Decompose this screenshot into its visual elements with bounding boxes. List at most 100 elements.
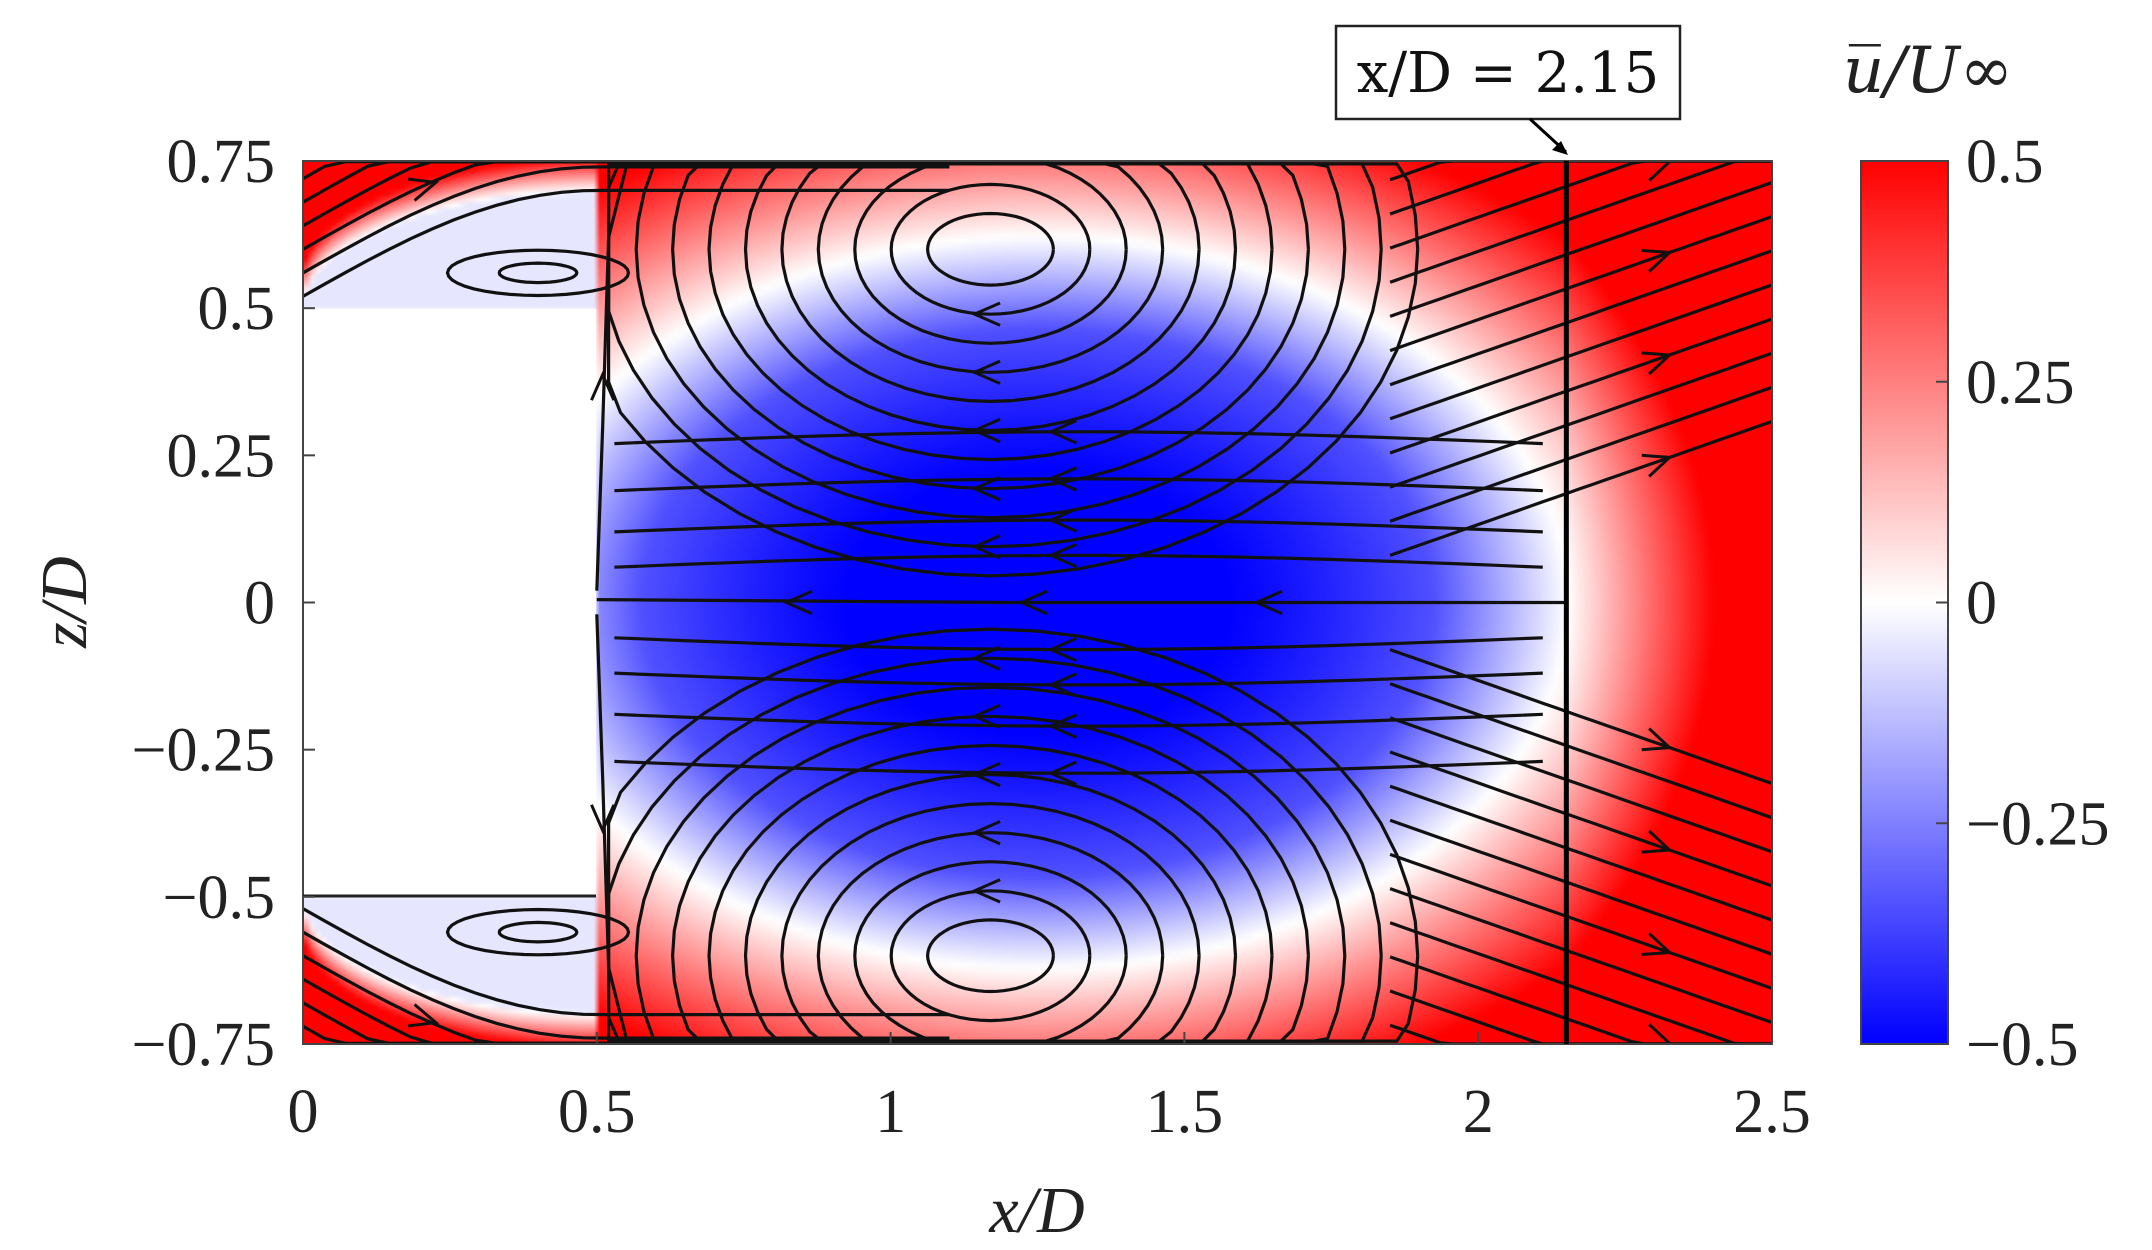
- colorbar-tick-label: 0.5: [1966, 128, 2044, 196]
- y-axis-label: z/D: [28, 556, 101, 649]
- y-tick-label: 0.25: [167, 422, 276, 490]
- y-tick-label: −0.5: [163, 864, 275, 932]
- streamline-arrow: [970, 534, 1001, 560]
- streamline-arrow: [1641, 727, 1674, 752]
- streamline: [595, 166, 628, 591]
- streamline: [595, 614, 628, 1039]
- streamlines: [303, 161, 1772, 1044]
- streamline-arrows: [407, 161, 1674, 1044]
- streamline-arrow: [1047, 672, 1078, 698]
- streamline: [853, 162, 1128, 345]
- y-tick-label: −0.75: [132, 1011, 275, 1079]
- y-ticks: 0.75 0.5 0.25 0 −0.25 −0.5 −0.75: [132, 128, 315, 1079]
- streamline: [1389, 180, 1772, 318]
- colorbar: [1860, 160, 1949, 1045]
- streamline: [614, 759, 1543, 775]
- streamline: [1389, 648, 1772, 786]
- streamline: [1389, 750, 1772, 888]
- streamline-arrow: [1641, 829, 1674, 854]
- x-tick-label: 2: [1463, 1078, 1494, 1146]
- annotation-text: x/D = 2.15: [1357, 41, 1660, 106]
- streamline: [303, 188, 950, 298]
- x-tick-label: 1: [875, 1078, 906, 1146]
- y-tick-label: −0.25: [132, 717, 275, 785]
- streamline-arrow: [1047, 419, 1078, 445]
- streamline: [1389, 161, 1772, 216]
- streamline-arrow: [970, 301, 1001, 327]
- x-tick-label: 0: [288, 1078, 319, 1146]
- streamline: [889, 182, 1092, 316]
- streamline: [1389, 351, 1772, 489]
- streamline-arrow: [1641, 453, 1674, 478]
- streamline-arrow: [1047, 466, 1078, 492]
- colorbar-tick-label: −0.25: [1966, 790, 2109, 858]
- streamline: [1389, 716, 1772, 854]
- x-ticks: 0 0.5 1 1.5 2 2.5: [288, 1032, 1811, 1146]
- y-tick-label: 0.75: [167, 128, 276, 196]
- streamline: [1389, 921, 1772, 1044]
- streamline-arrow: [782, 589, 813, 616]
- streamline: [1389, 161, 1772, 250]
- obstacle-region: [303, 309, 596, 896]
- streamline: [614, 671, 1543, 687]
- streamline-arrow: [1641, 932, 1674, 957]
- streamline-arrow: [970, 417, 1001, 444]
- streamline-arrow: [970, 476, 1001, 502]
- colorbar-tick-label: 0: [1966, 570, 1997, 638]
- annotation-pointer-head: [1552, 141, 1568, 155]
- streamline: [1389, 784, 1772, 922]
- plot-area: [303, 161, 1772, 1044]
- streamline: [925, 918, 1055, 994]
- streamline: [1389, 249, 1772, 387]
- streamline-arrow: [1641, 351, 1674, 376]
- streamline: [614, 553, 1543, 569]
- streamline: [445, 907, 631, 957]
- annotation-box: [1334, 24, 1682, 121]
- streamline-arrow: [1641, 248, 1674, 273]
- streamline: [1389, 283, 1772, 421]
- streamline: [614, 712, 1543, 728]
- streamline: [889, 889, 1092, 1023]
- streamline: [1389, 887, 1772, 1025]
- x-tick-label: 1.5: [1146, 1078, 1224, 1146]
- y-tick-label: 0.5: [198, 275, 276, 343]
- streamline: [614, 430, 1543, 446]
- streamline: [1389, 852, 1772, 990]
- streamline-arrow: [1017, 589, 1048, 616]
- x-tick-label: 2.5: [1733, 1078, 1811, 1146]
- y-tick-label: 0: [244, 570, 275, 638]
- x-axis-label: x/D: [988, 1174, 1084, 1247]
- streamline: [1389, 682, 1772, 820]
- streamline: [1389, 215, 1772, 353]
- streamline-arrow: [970, 761, 1001, 788]
- streamline: [1389, 317, 1772, 455]
- streamline: [1389, 385, 1772, 523]
- streamline-arrow: [970, 820, 1001, 846]
- streamline: [445, 248, 631, 298]
- streamline: [497, 261, 579, 285]
- streamline: [596, 598, 1567, 605]
- streamline-arrow: [970, 878, 1001, 904]
- streamline: [1389, 989, 1772, 1044]
- colorbar-label: u̅/U∞: [1843, 34, 2013, 108]
- streamline-arrow: [407, 1003, 440, 1028]
- streamline: [1389, 161, 1772, 284]
- streamline: [1389, 818, 1772, 956]
- streamline: [853, 860, 1128, 1043]
- colorbar-tick-label: 0.25: [1966, 349, 2075, 417]
- streamline-arrow: [1047, 507, 1078, 533]
- streamline-arrow: [1047, 760, 1078, 786]
- streamline-arrow: [1047, 542, 1078, 568]
- streamline-arrow: [590, 370, 616, 401]
- streamline: [303, 907, 950, 1017]
- streamline: [497, 920, 579, 944]
- streamline: [1389, 955, 1772, 1044]
- streamline-arrow: [407, 177, 440, 202]
- streamline-arrow: [970, 645, 1001, 671]
- streamline: [614, 477, 1543, 493]
- streamline: [614, 518, 1543, 534]
- streamline-arrow: [970, 359, 1001, 385]
- streamline-arrow: [1252, 589, 1283, 616]
- streamline: [925, 211, 1055, 287]
